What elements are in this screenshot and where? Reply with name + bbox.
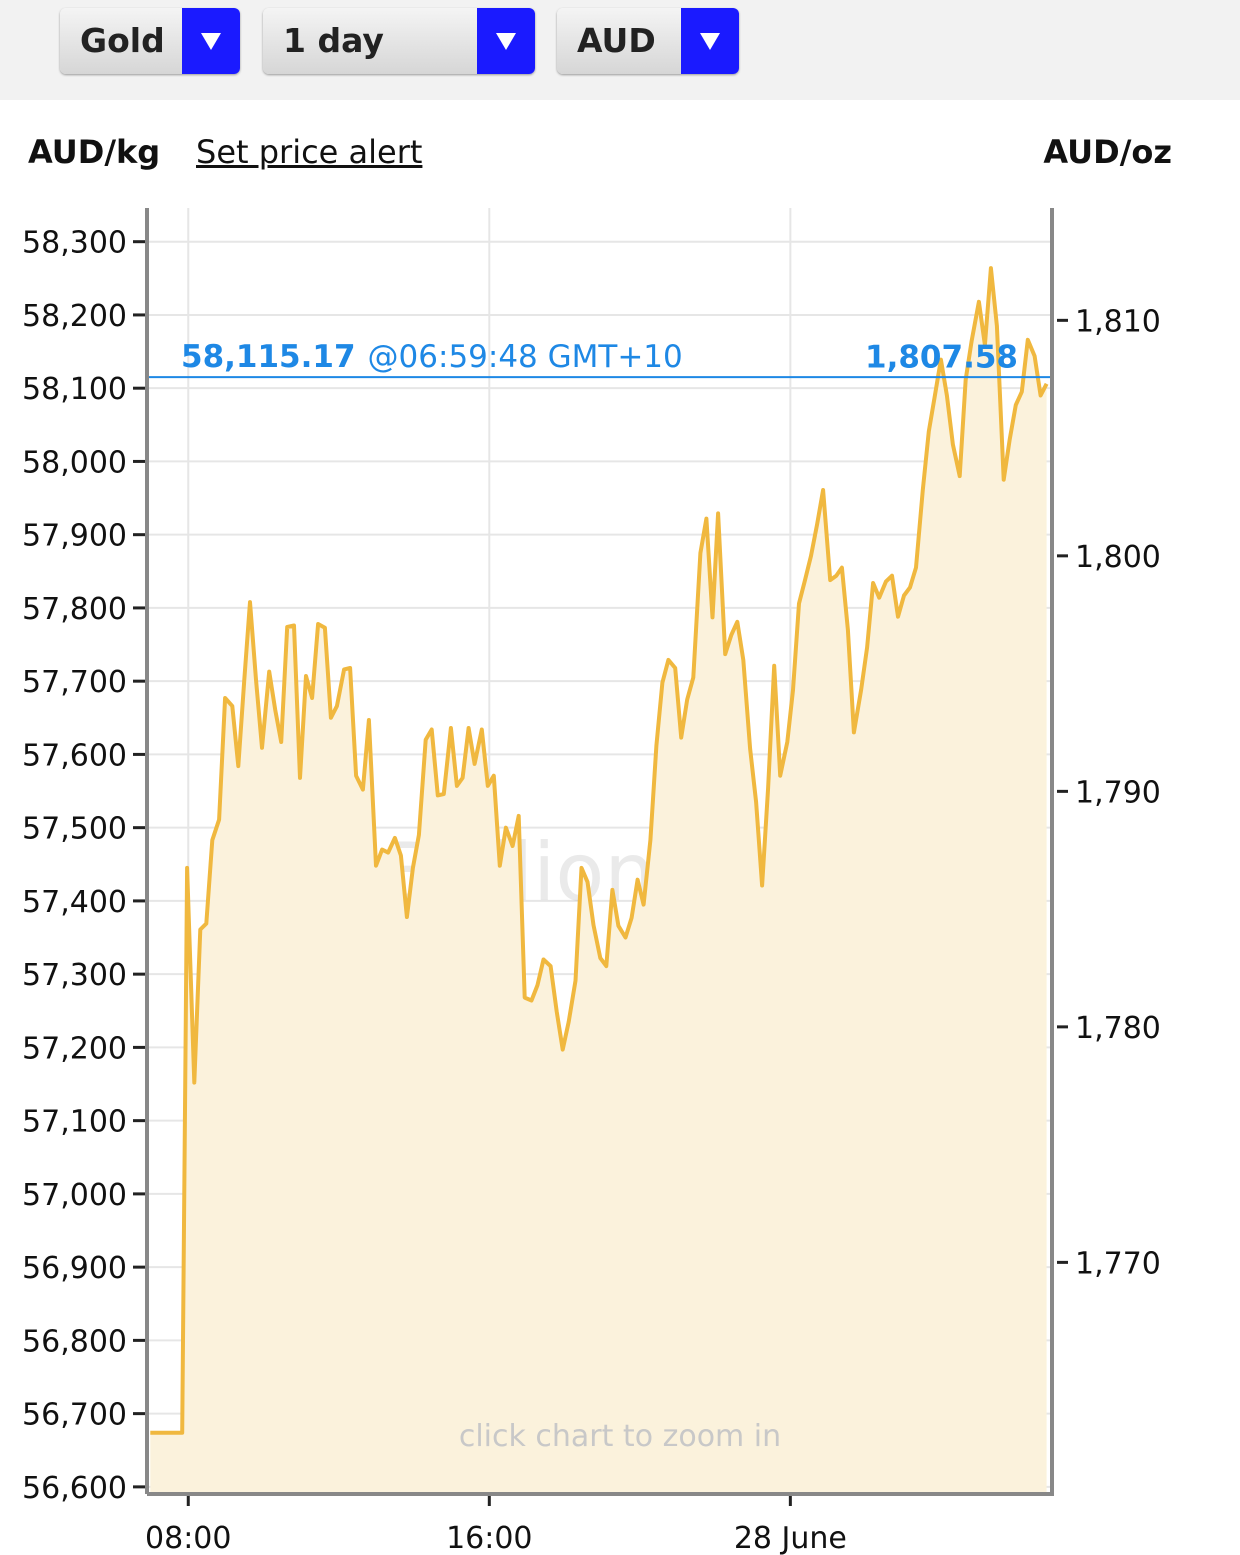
y2-tick-label: 1,770 [1075,1246,1161,1281]
y-tick-label: 57,400 [22,885,127,920]
y-tick-label: 57,500 [22,812,127,847]
y-tick-label: 58,300 [22,226,127,261]
current-price: 58,115.17 @06:59:48 GMT+10 [181,339,683,375]
current-price-time: @06:59:48 GMT+10 [368,339,683,375]
y-tick-label: 57,000 [22,1178,127,1213]
dropdown-arrow[interactable] [477,8,535,74]
metal-label: Gold [80,21,165,60]
y-tick-label: 57,900 [22,519,127,554]
toolbar: Gold 1 day AUD [0,0,1240,100]
x-tick-label: 16:00 [446,1521,532,1555]
y-tick-label: 57,200 [22,1031,127,1066]
x-tick-label: 08:00 [145,1521,231,1555]
y-tick-label: 58,000 [22,445,127,480]
y-tick-label: 57,300 [22,958,127,993]
period-select[interactable]: 1 day [263,8,535,74]
y-tick-label: 56,600 [22,1471,127,1506]
left-unit: AUD/kg [28,133,161,171]
y-tick-label: 56,800 [22,1324,127,1359]
period-label: 1 day [283,21,384,60]
price-line [150,266,1049,1435]
current-price-oz: 1,807.58 [865,339,1018,375]
y-tick-label: 57,100 [22,1105,127,1140]
metal-select[interactable]: Gold [60,8,240,74]
y-tick-label: 56,900 [22,1251,127,1286]
dropdown-arrow[interactable] [681,8,739,74]
y-tick-label: 57,800 [22,592,127,627]
y2-tick-label: 1,810 [1075,304,1161,339]
y-tick-label: 58,200 [22,299,127,334]
y-tick-label: 56,700 [22,1398,127,1433]
y-tick-label: 58,100 [22,372,127,407]
currency-select[interactable]: AUD [557,8,739,74]
right-unit: AUD/oz [1043,133,1172,171]
zoom-hint: click chart to zoom in [459,1419,781,1454]
y2-tick-label: 1,800 [1075,540,1161,575]
area [150,268,1047,1493]
y2-tick-label: 1,790 [1075,775,1161,810]
y-tick-label: 57,600 [22,738,127,773]
current-price-value: 58,115.17 [181,339,356,375]
y2-tick-label: 1,780 [1075,1011,1161,1046]
price-alert-link[interactable]: Set price alert [196,133,423,171]
dropdown-arrow[interactable] [182,8,240,74]
currency-label: AUD [577,21,656,60]
x-tick-label: 28 June [734,1521,847,1555]
y-tick-label: 57,700 [22,665,127,700]
